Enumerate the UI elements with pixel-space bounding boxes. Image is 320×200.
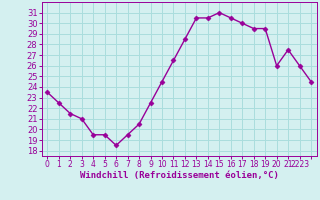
X-axis label: Windchill (Refroidissement éolien,°C): Windchill (Refroidissement éolien,°C) <box>80 171 279 180</box>
